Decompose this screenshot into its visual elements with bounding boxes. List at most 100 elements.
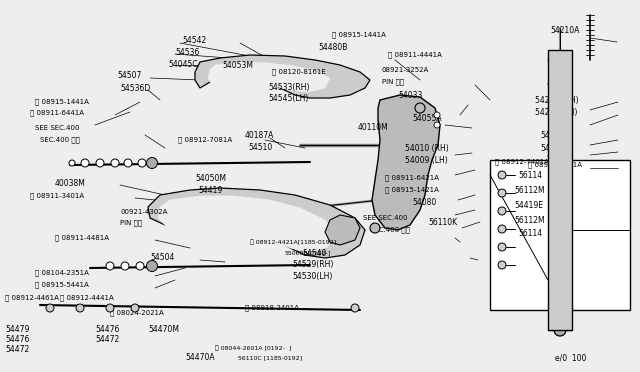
- Text: ⓘ 08915-5441A: ⓘ 08915-5441A: [35, 282, 89, 288]
- Circle shape: [69, 160, 75, 166]
- Circle shape: [498, 207, 506, 215]
- Circle shape: [46, 304, 54, 312]
- Text: Ⓝ 08911-4441A: Ⓝ 08911-4441A: [388, 52, 442, 58]
- Circle shape: [111, 159, 119, 167]
- Text: 54536: 54536: [175, 48, 200, 57]
- Text: 54536D: 54536D: [120, 83, 150, 93]
- Text: 54472: 54472: [5, 346, 29, 355]
- Circle shape: [136, 262, 144, 270]
- Text: 54210A: 54210A: [550, 26, 579, 35]
- Bar: [490, 160, 630, 310]
- Text: 54476: 54476: [95, 326, 120, 334]
- Text: 54419: 54419: [198, 186, 222, 195]
- Text: 54479: 54479: [5, 326, 29, 334]
- Circle shape: [498, 189, 506, 197]
- Text: 54210 (RH): 54210 (RH): [535, 96, 579, 105]
- Polygon shape: [372, 95, 440, 230]
- Circle shape: [124, 159, 132, 167]
- Text: 54080: 54080: [412, 198, 436, 206]
- Text: ⓘ 08915-1441A: ⓘ 08915-1441A: [35, 99, 89, 105]
- Text: 40038M: 40038M: [55, 179, 86, 187]
- Text: SEC.400 参照: SEC.400 参照: [40, 137, 80, 143]
- Text: 40110M: 40110M: [358, 122, 388, 131]
- Bar: [548, 50, 572, 330]
- Text: 54210D: 54210D: [540, 131, 570, 140]
- Circle shape: [147, 260, 157, 272]
- Text: Ⓝ 08911-3401A: Ⓝ 08911-3401A: [30, 193, 84, 199]
- Text: ⓘ 08915-1421A: ⓘ 08915-1421A: [385, 187, 439, 193]
- Circle shape: [106, 262, 114, 270]
- Circle shape: [96, 159, 104, 167]
- Polygon shape: [158, 196, 335, 252]
- Polygon shape: [195, 55, 370, 98]
- Circle shape: [81, 159, 89, 167]
- Circle shape: [498, 261, 506, 269]
- Polygon shape: [148, 188, 365, 258]
- Text: Ⓝ 08918-2401A: Ⓝ 08918-2401A: [245, 305, 299, 311]
- Text: 54504: 54504: [150, 253, 174, 263]
- Text: 54480B: 54480B: [318, 42, 348, 51]
- Circle shape: [76, 304, 84, 312]
- Text: ⓘ 08915-1441A: ⓘ 08915-1441A: [332, 32, 386, 38]
- Text: 54507: 54507: [117, 71, 141, 80]
- Circle shape: [106, 304, 114, 312]
- Text: Ⓑ 08104-2351A: Ⓑ 08104-2351A: [35, 270, 89, 276]
- Text: 54033: 54033: [398, 90, 422, 99]
- Text: Ⓝ 08911-4481A: Ⓝ 08911-4481A: [55, 235, 109, 241]
- Text: 54210B: 54210B: [540, 144, 569, 153]
- Text: 54045C: 54045C: [168, 60, 198, 68]
- Text: 54211 (LH): 54211 (LH): [535, 108, 577, 116]
- Text: Ⓑ 08044-2601A [0192-  ]: Ⓑ 08044-2601A [0192- ]: [215, 345, 291, 351]
- Text: Ⓝ 08912-4461A: Ⓝ 08912-4461A: [5, 295, 59, 301]
- Circle shape: [498, 171, 506, 179]
- Circle shape: [147, 157, 157, 169]
- Circle shape: [415, 103, 425, 113]
- Text: PIN ピン: PIN ピン: [382, 79, 404, 85]
- Text: 54053M: 54053M: [222, 61, 253, 70]
- Text: 08921-3252A: 08921-3252A: [382, 67, 429, 73]
- Circle shape: [498, 243, 506, 251]
- Text: 54055A: 54055A: [412, 113, 442, 122]
- Text: PIN ピン: PIN ピン: [120, 220, 142, 226]
- Polygon shape: [208, 62, 330, 92]
- Text: 56112M: 56112M: [514, 215, 545, 224]
- Text: SEE SEC.400: SEE SEC.400: [363, 215, 408, 221]
- Text: Ⓝ 08911-6421A: Ⓝ 08911-6421A: [528, 162, 582, 168]
- Text: Ⓝ 08911-6441A: Ⓝ 08911-6441A: [30, 110, 84, 116]
- Circle shape: [498, 225, 506, 233]
- Text: 56112M: 56112M: [514, 186, 545, 195]
- Text: Ⓝ 08911-6421A: Ⓝ 08911-6421A: [385, 175, 439, 181]
- Text: Ⓝ 08912-7401A: Ⓝ 08912-7401A: [495, 159, 549, 165]
- Text: 54470A: 54470A: [185, 353, 214, 362]
- Text: 54472: 54472: [95, 336, 119, 344]
- Text: 54540: 54540: [302, 248, 326, 257]
- Text: 54476: 54476: [5, 336, 29, 344]
- Circle shape: [138, 159, 146, 167]
- Text: 54470M: 54470M: [148, 326, 179, 334]
- Text: Ⓝ 08912-7081A: Ⓝ 08912-7081A: [178, 137, 232, 143]
- Text: 56114: 56114: [518, 228, 542, 237]
- Text: Ⓑ 08120-8161E: Ⓑ 08120-8161E: [272, 69, 326, 75]
- Circle shape: [370, 223, 380, 233]
- Circle shape: [121, 262, 129, 270]
- Text: Ⓝ 08912-4441A: Ⓝ 08912-4441A: [60, 295, 114, 301]
- Polygon shape: [325, 215, 360, 245]
- Text: 54529(RH): 54529(RH): [292, 260, 333, 269]
- Text: 55060B[0192-]: 55060B[0192-]: [285, 250, 332, 256]
- Text: e/0  100: e/0 100: [555, 353, 586, 362]
- Text: 54009 (LH): 54009 (LH): [405, 155, 448, 164]
- Text: 54542: 54542: [182, 35, 206, 45]
- Circle shape: [351, 304, 359, 312]
- Text: Ⓑ 08024-2021A: Ⓑ 08024-2021A: [110, 310, 164, 316]
- Circle shape: [434, 122, 440, 128]
- Text: SEE SEC.400: SEE SEC.400: [35, 125, 79, 131]
- Text: 54530(LH): 54530(LH): [292, 273, 332, 282]
- Text: 54533(RH): 54533(RH): [268, 83, 310, 92]
- Text: 40187A: 40187A: [245, 131, 275, 140]
- Text: 54050M: 54050M: [195, 173, 226, 183]
- Text: SEC.400 参照: SEC.400 参照: [370, 227, 410, 233]
- Text: 54545(LH): 54545(LH): [268, 93, 308, 103]
- Text: 00921-4302A: 00921-4302A: [120, 209, 168, 215]
- Text: 54419E: 54419E: [514, 201, 543, 209]
- Text: 56114: 56114: [518, 170, 542, 180]
